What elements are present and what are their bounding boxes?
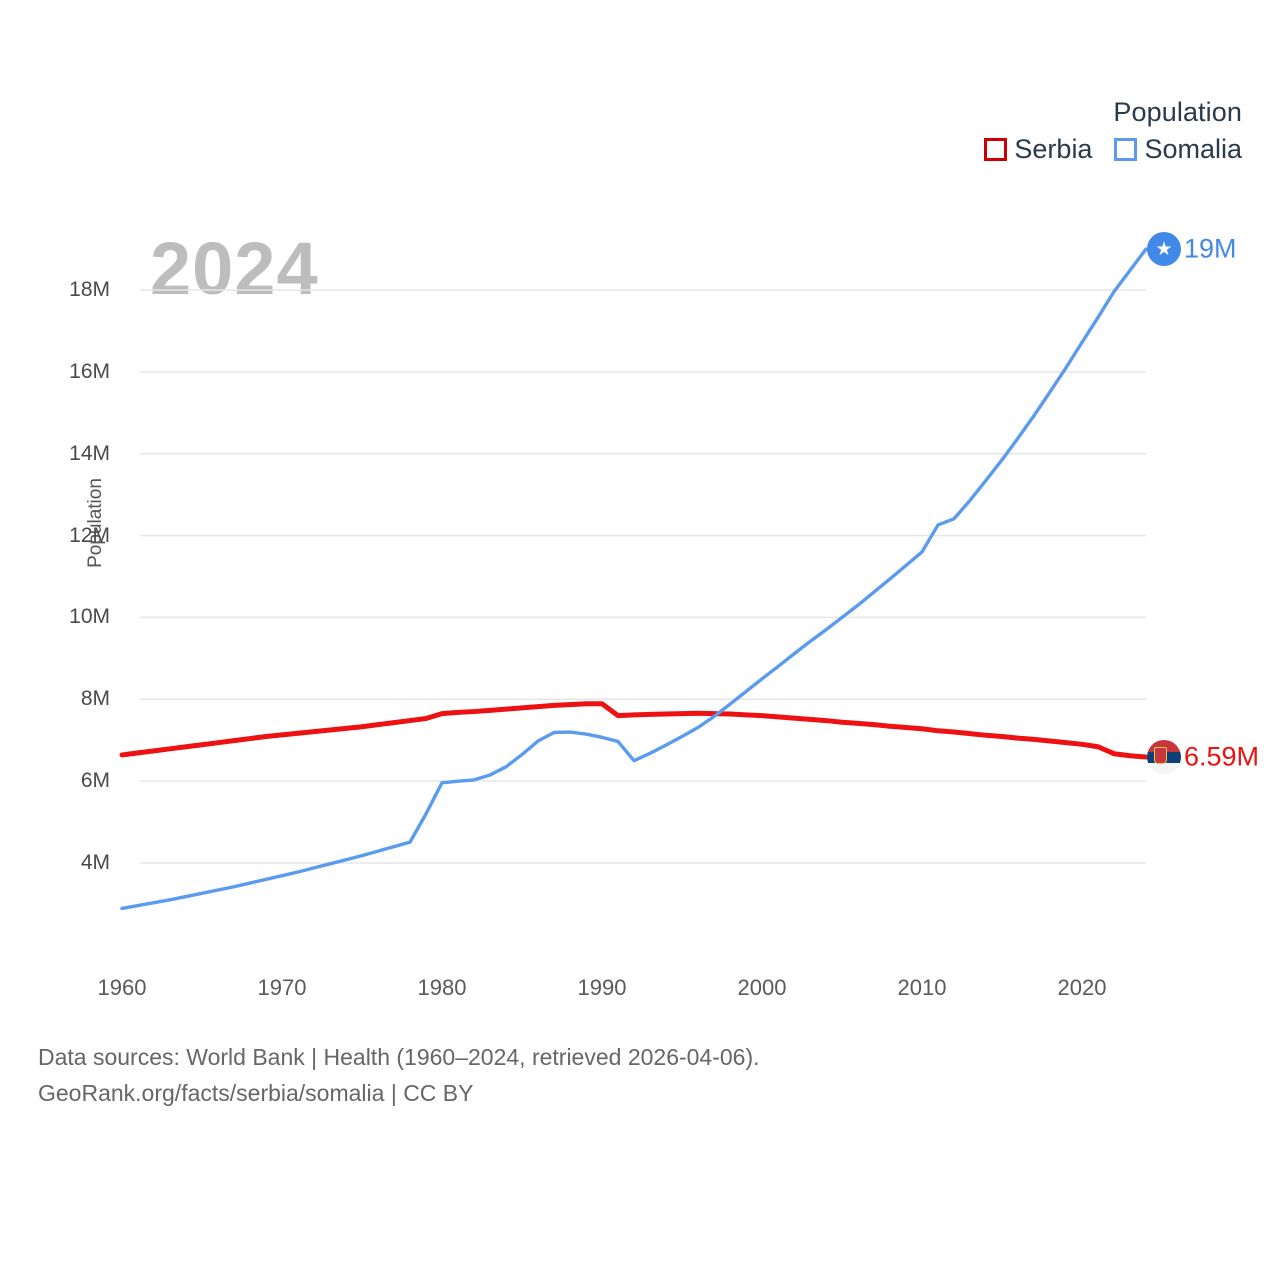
x-tick-label: 2010 <box>897 975 947 1000</box>
x-tick-label: 1990 <box>577 975 627 1000</box>
x-tick-label: 1970 <box>257 975 307 1000</box>
y-tick-label: 12M <box>69 523 110 547</box>
legend-label-serbia: Serbia <box>1014 133 1093 164</box>
legend-label-somalia: Somalia <box>1144 133 1242 164</box>
year-watermark: 2024 <box>150 227 319 310</box>
gridlines <box>140 289 1146 864</box>
y-tick-label: 10M <box>69 605 110 629</box>
somalia-end-value: 19M <box>1184 233 1237 264</box>
y-tick-label: 8M <box>80 687 110 711</box>
legend-items: Serbia Somalia <box>984 133 1242 164</box>
star-icon: ★ <box>1155 238 1173 260</box>
x-tick-label: 2000 <box>737 975 787 1000</box>
serbia-end-value: 6.59M <box>1184 741 1260 772</box>
y-tick-label: 6M <box>80 769 110 793</box>
y-tick-label: 16M <box>69 359 110 383</box>
legend-item-serbia[interactable]: Serbia <box>984 133 1093 164</box>
serbia-flag-red-band <box>1147 739 1181 752</box>
serbia-flag-icon <box>1147 739 1181 774</box>
series-lines <box>119 247 1149 911</box>
y-tick-label: 14M <box>69 441 110 465</box>
series-line-somalia[interactable] <box>120 247 1148 911</box>
x-tick-label: 1980 <box>417 975 467 1000</box>
footer-line-sources: Data sources: World Bank | Health (1960–… <box>38 1044 760 1070</box>
x-tick-label: 1960 <box>97 975 147 1000</box>
somalia-swatch-icon <box>1114 137 1138 161</box>
serbia-flag-white-band <box>1147 762 1181 774</box>
legend-title: Population <box>1113 97 1242 127</box>
legend-item-somalia[interactable]: Somalia <box>1114 133 1242 164</box>
y-tick-label: 18M <box>69 278 110 301</box>
series-line-serbia[interactable] <box>119 701 1149 760</box>
footer-line-url[interactable]: GeoRank.org/facts/serbia/somalia | CC BY <box>38 1079 474 1106</box>
serbia-swatch-icon <box>984 137 1008 161</box>
somalia-flag-icon: ★ <box>1147 232 1181 267</box>
y-tick-label: 4M <box>80 851 110 874</box>
x-tick-label: 2020 <box>1057 975 1107 1000</box>
footer-attribution: Data sources: World Bank | Health (1960–… <box>38 1040 760 1111</box>
serbia-coat-of-arms-icon <box>1153 747 1167 765</box>
chart-legend: Population Serbia Somalia <box>984 97 1242 164</box>
